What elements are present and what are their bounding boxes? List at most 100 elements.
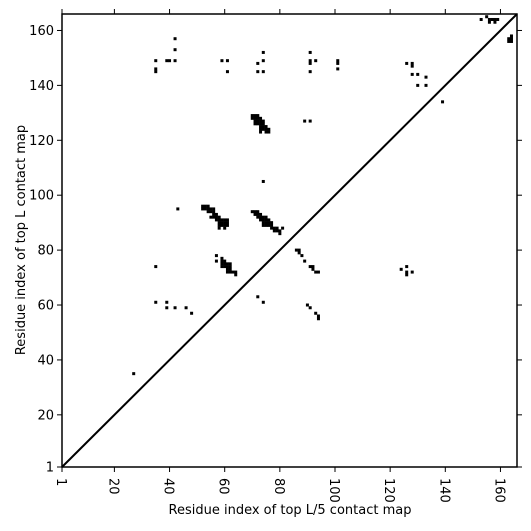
contact-point xyxy=(223,265,227,269)
contact-point xyxy=(314,270,318,274)
contact-point xyxy=(305,303,309,307)
contact-point xyxy=(259,116,263,120)
contact-point xyxy=(308,70,312,74)
y-tick-label: 80 xyxy=(37,244,54,259)
x-tick-label: 120 xyxy=(381,478,396,503)
contact-point xyxy=(217,218,221,222)
contact-point xyxy=(190,311,194,315)
contact-point xyxy=(259,215,263,219)
contact-point xyxy=(173,48,177,52)
y-tick-label: 120 xyxy=(29,134,54,149)
contact-point xyxy=(154,59,158,63)
contact-point xyxy=(220,221,224,225)
contact-point xyxy=(507,39,511,43)
x-tick-label: 80 xyxy=(271,478,286,495)
contact-point xyxy=(253,114,257,118)
y-tick-label: 20 xyxy=(37,408,54,423)
contact-point xyxy=(212,212,216,216)
contact-point xyxy=(173,306,177,310)
contact-point xyxy=(405,273,409,277)
contact-point xyxy=(206,210,210,214)
contact-point xyxy=(316,270,320,274)
contact-point xyxy=(206,204,210,208)
contact-point xyxy=(264,218,268,222)
contact-point xyxy=(316,317,320,321)
contact-point xyxy=(270,223,274,227)
contact-point xyxy=(212,207,216,211)
contact-point xyxy=(316,314,320,318)
contact-point xyxy=(261,215,265,219)
contact-point xyxy=(220,256,224,260)
y-tick-label: 40 xyxy=(37,353,54,368)
contact-point xyxy=(225,262,229,266)
contact-point xyxy=(154,67,158,71)
contact-point xyxy=(173,37,177,41)
contact-point xyxy=(212,215,216,219)
contact-point xyxy=(270,226,274,230)
contact-point xyxy=(311,265,315,269)
contact-point xyxy=(259,130,263,134)
contact-point xyxy=(270,221,274,225)
contact-point xyxy=(220,265,224,269)
contact-point xyxy=(267,221,271,225)
contact-point xyxy=(487,17,491,21)
contact-point xyxy=(308,265,312,269)
contact-point xyxy=(259,127,263,131)
contact-point xyxy=(209,207,213,211)
contact-point xyxy=(223,259,227,263)
contact-point xyxy=(256,70,260,74)
contact-point xyxy=(256,212,260,216)
contact-point xyxy=(225,218,229,222)
contact-point xyxy=(261,221,265,225)
contact-point xyxy=(303,119,307,123)
contact-point xyxy=(256,295,260,299)
contact-point xyxy=(399,267,403,271)
x-tick-label: 100 xyxy=(326,478,341,503)
contact-point xyxy=(405,61,409,65)
contact-point xyxy=(201,204,205,208)
contact-point xyxy=(228,267,232,271)
contact-point xyxy=(416,72,420,76)
contact-point xyxy=(165,59,169,63)
contact-point xyxy=(300,254,304,258)
contact-point xyxy=(278,232,282,236)
contact-point xyxy=(220,259,224,263)
contact-point xyxy=(253,212,257,216)
contact-point xyxy=(416,83,420,87)
contact-point xyxy=(314,311,318,315)
x-tick-label: 140 xyxy=(436,478,451,503)
contact-point xyxy=(209,215,213,219)
contact-point xyxy=(485,15,489,19)
x-tick-label: 20 xyxy=(105,478,120,495)
contact-point xyxy=(264,221,268,225)
contact-point xyxy=(308,50,312,54)
contact-point xyxy=(410,64,414,68)
contact-point xyxy=(490,17,494,21)
contact-point xyxy=(308,119,312,123)
contact-point xyxy=(225,221,229,225)
contact-point xyxy=(261,218,265,222)
contact-point xyxy=(267,130,271,134)
contact-point xyxy=(250,114,254,118)
contact-point xyxy=(203,207,207,211)
contact-point xyxy=(203,204,207,208)
contact-point xyxy=(168,59,172,63)
contact-point xyxy=(493,20,497,24)
contact-point xyxy=(259,119,263,123)
contact-point xyxy=(496,17,500,21)
contact-point xyxy=(264,215,268,219)
y-axis-label: Residue index of top L contact map xyxy=(14,125,29,355)
contact-point xyxy=(223,218,227,222)
contact-point xyxy=(231,270,235,274)
contact-point xyxy=(507,37,511,41)
contact-point xyxy=(272,226,276,230)
contact-point xyxy=(220,59,224,63)
contact-point xyxy=(264,127,268,131)
contact-point xyxy=(311,267,315,271)
contact-point xyxy=(176,207,180,211)
contact-point xyxy=(509,37,513,41)
tick-labels: 1 20 40 60 80 100 120 140 1601204060801001201401… xyxy=(29,24,506,503)
contact-point xyxy=(154,300,158,304)
y-tick-label: 100 xyxy=(29,189,54,204)
x-tick-label: 40 xyxy=(161,478,176,495)
